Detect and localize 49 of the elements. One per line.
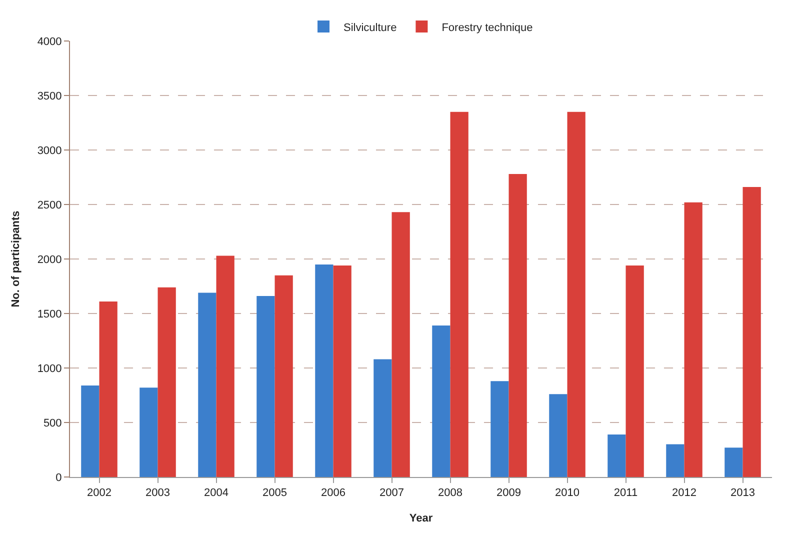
bar [333, 266, 352, 477]
bar [608, 434, 626, 477]
bar [742, 187, 761, 477]
bar [216, 256, 234, 477]
bar [549, 394, 568, 477]
bar [450, 112, 468, 477]
y-tick-label: 2000 [37, 254, 62, 266]
bar [198, 292, 216, 477]
x-tick-label: 2008 [438, 487, 462, 500]
bar [666, 444, 684, 477]
y-tick-label: 1500 [37, 308, 62, 320]
y-tick-label: 500 [43, 417, 62, 430]
bar [158, 287, 176, 477]
x-tick-label: 2013 [730, 487, 755, 500]
x-tick-label: 2009 [496, 487, 521, 500]
bar [490, 381, 509, 477]
x-tick-label: 2003 [146, 487, 170, 500]
x-tick-label: 2010 [555, 487, 580, 500]
bar [508, 174, 527, 477]
x-tick-label: 2004 [204, 487, 228, 500]
bar [392, 212, 410, 477]
bar [374, 359, 392, 477]
x-tick-label: 2007 [380, 487, 404, 500]
bar [626, 266, 644, 477]
y-tick-label: 4000 [37, 36, 62, 48]
x-tick-label: 2006 [321, 487, 346, 500]
x-axis-title: Year [409, 512, 434, 524]
bar [256, 296, 275, 477]
x-tick-label: 2012 [672, 487, 696, 500]
y-axis-title: No. of participants [10, 210, 22, 308]
x-tick-label: 2002 [87, 487, 112, 500]
bar [567, 112, 586, 477]
bar [99, 302, 118, 477]
y-tick-label: 2500 [37, 199, 62, 212]
y-tick-label: 0 [56, 472, 62, 484]
bar [724, 448, 743, 477]
bar [140, 388, 158, 477]
bar [81, 385, 100, 477]
bar [315, 264, 334, 477]
y-tick-label: 3500 [37, 90, 62, 102]
y-tick-label: 3000 [37, 144, 62, 157]
y-tick-label: 1000 [37, 362, 62, 375]
bar [274, 275, 293, 477]
bar [432, 325, 450, 477]
legend-label: Silviculture [344, 22, 397, 34]
legend-label: Forestry technique [442, 22, 533, 34]
bar [684, 202, 702, 477]
x-tick-label: 2005 [262, 487, 287, 500]
x-tick-label: 2011 [614, 487, 638, 500]
